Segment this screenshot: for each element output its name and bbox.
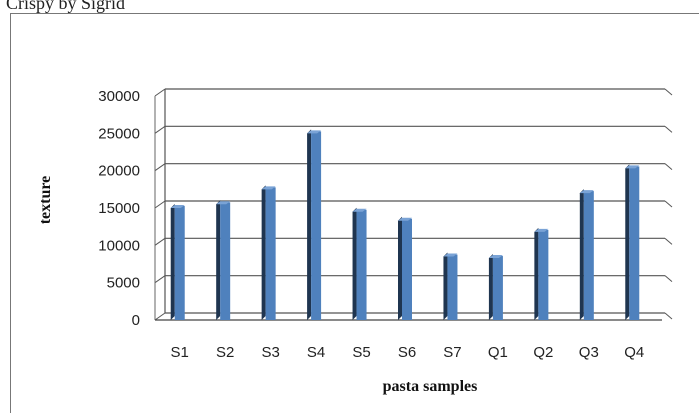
- bar: [443, 252, 458, 320]
- x-tick-labels: S1 S2 S3 S4 S5 S6 S7 Q1 Q2 Q3 Q4: [171, 344, 645, 361]
- bar-top-face: [216, 201, 231, 205]
- bar-top-face: [398, 217, 412, 221]
- bar-side-face: [170, 204, 175, 320]
- gridline-right-cap: [664, 237, 673, 245]
- gridline-left-cap: [154, 125, 166, 134]
- bar-front-face: [492, 256, 503, 320]
- bar: [579, 189, 594, 320]
- bar-top-face: [261, 186, 276, 190]
- gridline-right-cap: [664, 125, 673, 133]
- bar-top-face: [170, 205, 185, 208]
- x-tick-label: Q4: [624, 344, 644, 361]
- gridline-right-cap: [664, 275, 673, 283]
- bar: [398, 216, 412, 320]
- bar: [170, 204, 185, 320]
- y-axis-label: texture: [37, 176, 54, 225]
- gridlines: [154, 88, 673, 321]
- x-tick-label: S4: [307, 344, 325, 361]
- gridline-left-cap: [154, 200, 166, 209]
- gridline-right-cap: [664, 163, 673, 171]
- bar-side-face: [488, 254, 493, 320]
- header-text: Crispy by Sigrid: [6, 0, 126, 13]
- x-tick-label: S6: [398, 344, 416, 361]
- x-tick-label: Q3: [579, 344, 599, 361]
- x-tick-label: Q2: [533, 344, 553, 361]
- bar-top-face: [625, 165, 640, 169]
- y-tick-labels: 0 5000 10000 15000 20000 25000 30000: [98, 88, 140, 329]
- x-tick-label: S7: [443, 344, 461, 361]
- gridline-right-cap: [664, 88, 673, 96]
- y-tick-label: 5000: [107, 275, 140, 292]
- bar-front-face: [629, 166, 640, 320]
- bar-top-face: [488, 255, 503, 259]
- bar-top-face: [534, 228, 549, 232]
- gridline-left-cap: [154, 163, 166, 172]
- bar: [216, 200, 231, 320]
- chart-frame: [10, 13, 699, 413]
- y-tick-label: 30000: [98, 88, 140, 105]
- bar-side-face: [398, 216, 402, 320]
- bar-top-face: [307, 130, 322, 134]
- bar: [261, 185, 276, 320]
- bar-front-face: [311, 131, 322, 320]
- bar-front-face: [174, 206, 185, 320]
- bar: [625, 164, 640, 320]
- y-tick-label: 15000: [98, 200, 140, 217]
- bar-top-face: [352, 208, 367, 212]
- bar-front-face: [402, 218, 412, 320]
- gridline-left-cap: [154, 237, 166, 246]
- bar-front-face: [220, 202, 231, 320]
- bar-top-face: [443, 253, 458, 257]
- gridline-left-cap: [154, 312, 166, 321]
- bar-side-face: [579, 189, 584, 320]
- bar-front-face: [583, 191, 594, 320]
- gridline-left-cap: [154, 275, 166, 284]
- bar: [352, 207, 367, 320]
- bar-side-face: [625, 164, 630, 320]
- bar-top-face: [579, 190, 594, 194]
- x-tick-label: Q1: [488, 344, 508, 361]
- bar-front-face: [265, 187, 276, 320]
- y-tick-label: 20000: [98, 163, 140, 180]
- y-tick-label: 10000: [98, 237, 140, 254]
- bar: [488, 254, 503, 320]
- gridline-left-cap: [154, 88, 166, 97]
- bar-side-face: [443, 252, 448, 320]
- bar: [307, 129, 322, 320]
- x-tick-label: S1: [171, 344, 189, 361]
- x-axis-label: pasta samples: [383, 378, 478, 395]
- x-tick-label: S5: [352, 344, 370, 361]
- bar-side-face: [261, 185, 266, 320]
- bar-front-face: [356, 209, 367, 320]
- y-tick-label: 0: [132, 312, 140, 329]
- bar-side-face: [216, 200, 221, 320]
- bar-side-face: [307, 129, 312, 320]
- bar-side-face: [534, 227, 539, 320]
- bar-side-face: [352, 207, 357, 320]
- gridline-right-cap: [664, 312, 673, 320]
- y-tick-label: 25000: [98, 125, 140, 142]
- x-tick-label: S3: [261, 344, 279, 361]
- bar-front-face: [538, 229, 549, 320]
- gridline-right-cap: [664, 200, 673, 208]
- x-tick-label: S2: [216, 344, 234, 361]
- bar-series: [170, 129, 640, 320]
- bar-front-face: [447, 254, 458, 320]
- bar: [534, 227, 549, 320]
